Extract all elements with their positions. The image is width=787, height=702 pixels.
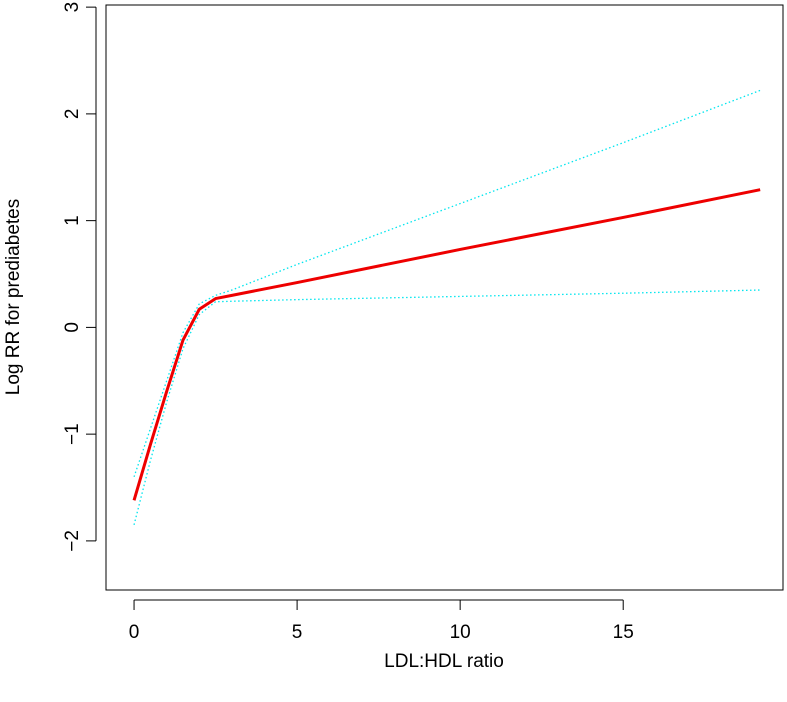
y-axis-label: Log RR for prediabetes [3, 199, 24, 395]
plot-box [105, 4, 784, 591]
y-tick-label: 0 [62, 322, 83, 333]
y-tick-label: 2 [62, 109, 83, 120]
x-tick-label: 5 [292, 622, 303, 643]
x-tick-label: 10 [450, 622, 471, 643]
series-line [132, 188, 761, 501]
y-tick-label: −2 [62, 530, 83, 552]
x-axis-label: LDL:HDL ratio [384, 651, 504, 672]
series-line [133, 289, 761, 526]
x-tick-label: 15 [613, 622, 634, 643]
y-tick-label: 3 [62, 2, 83, 13]
series-line [133, 89, 761, 478]
x-tick-label: 0 [129, 622, 140, 643]
y-tick-label: −1 [62, 423, 83, 445]
y-tick-label: 1 [62, 215, 83, 226]
